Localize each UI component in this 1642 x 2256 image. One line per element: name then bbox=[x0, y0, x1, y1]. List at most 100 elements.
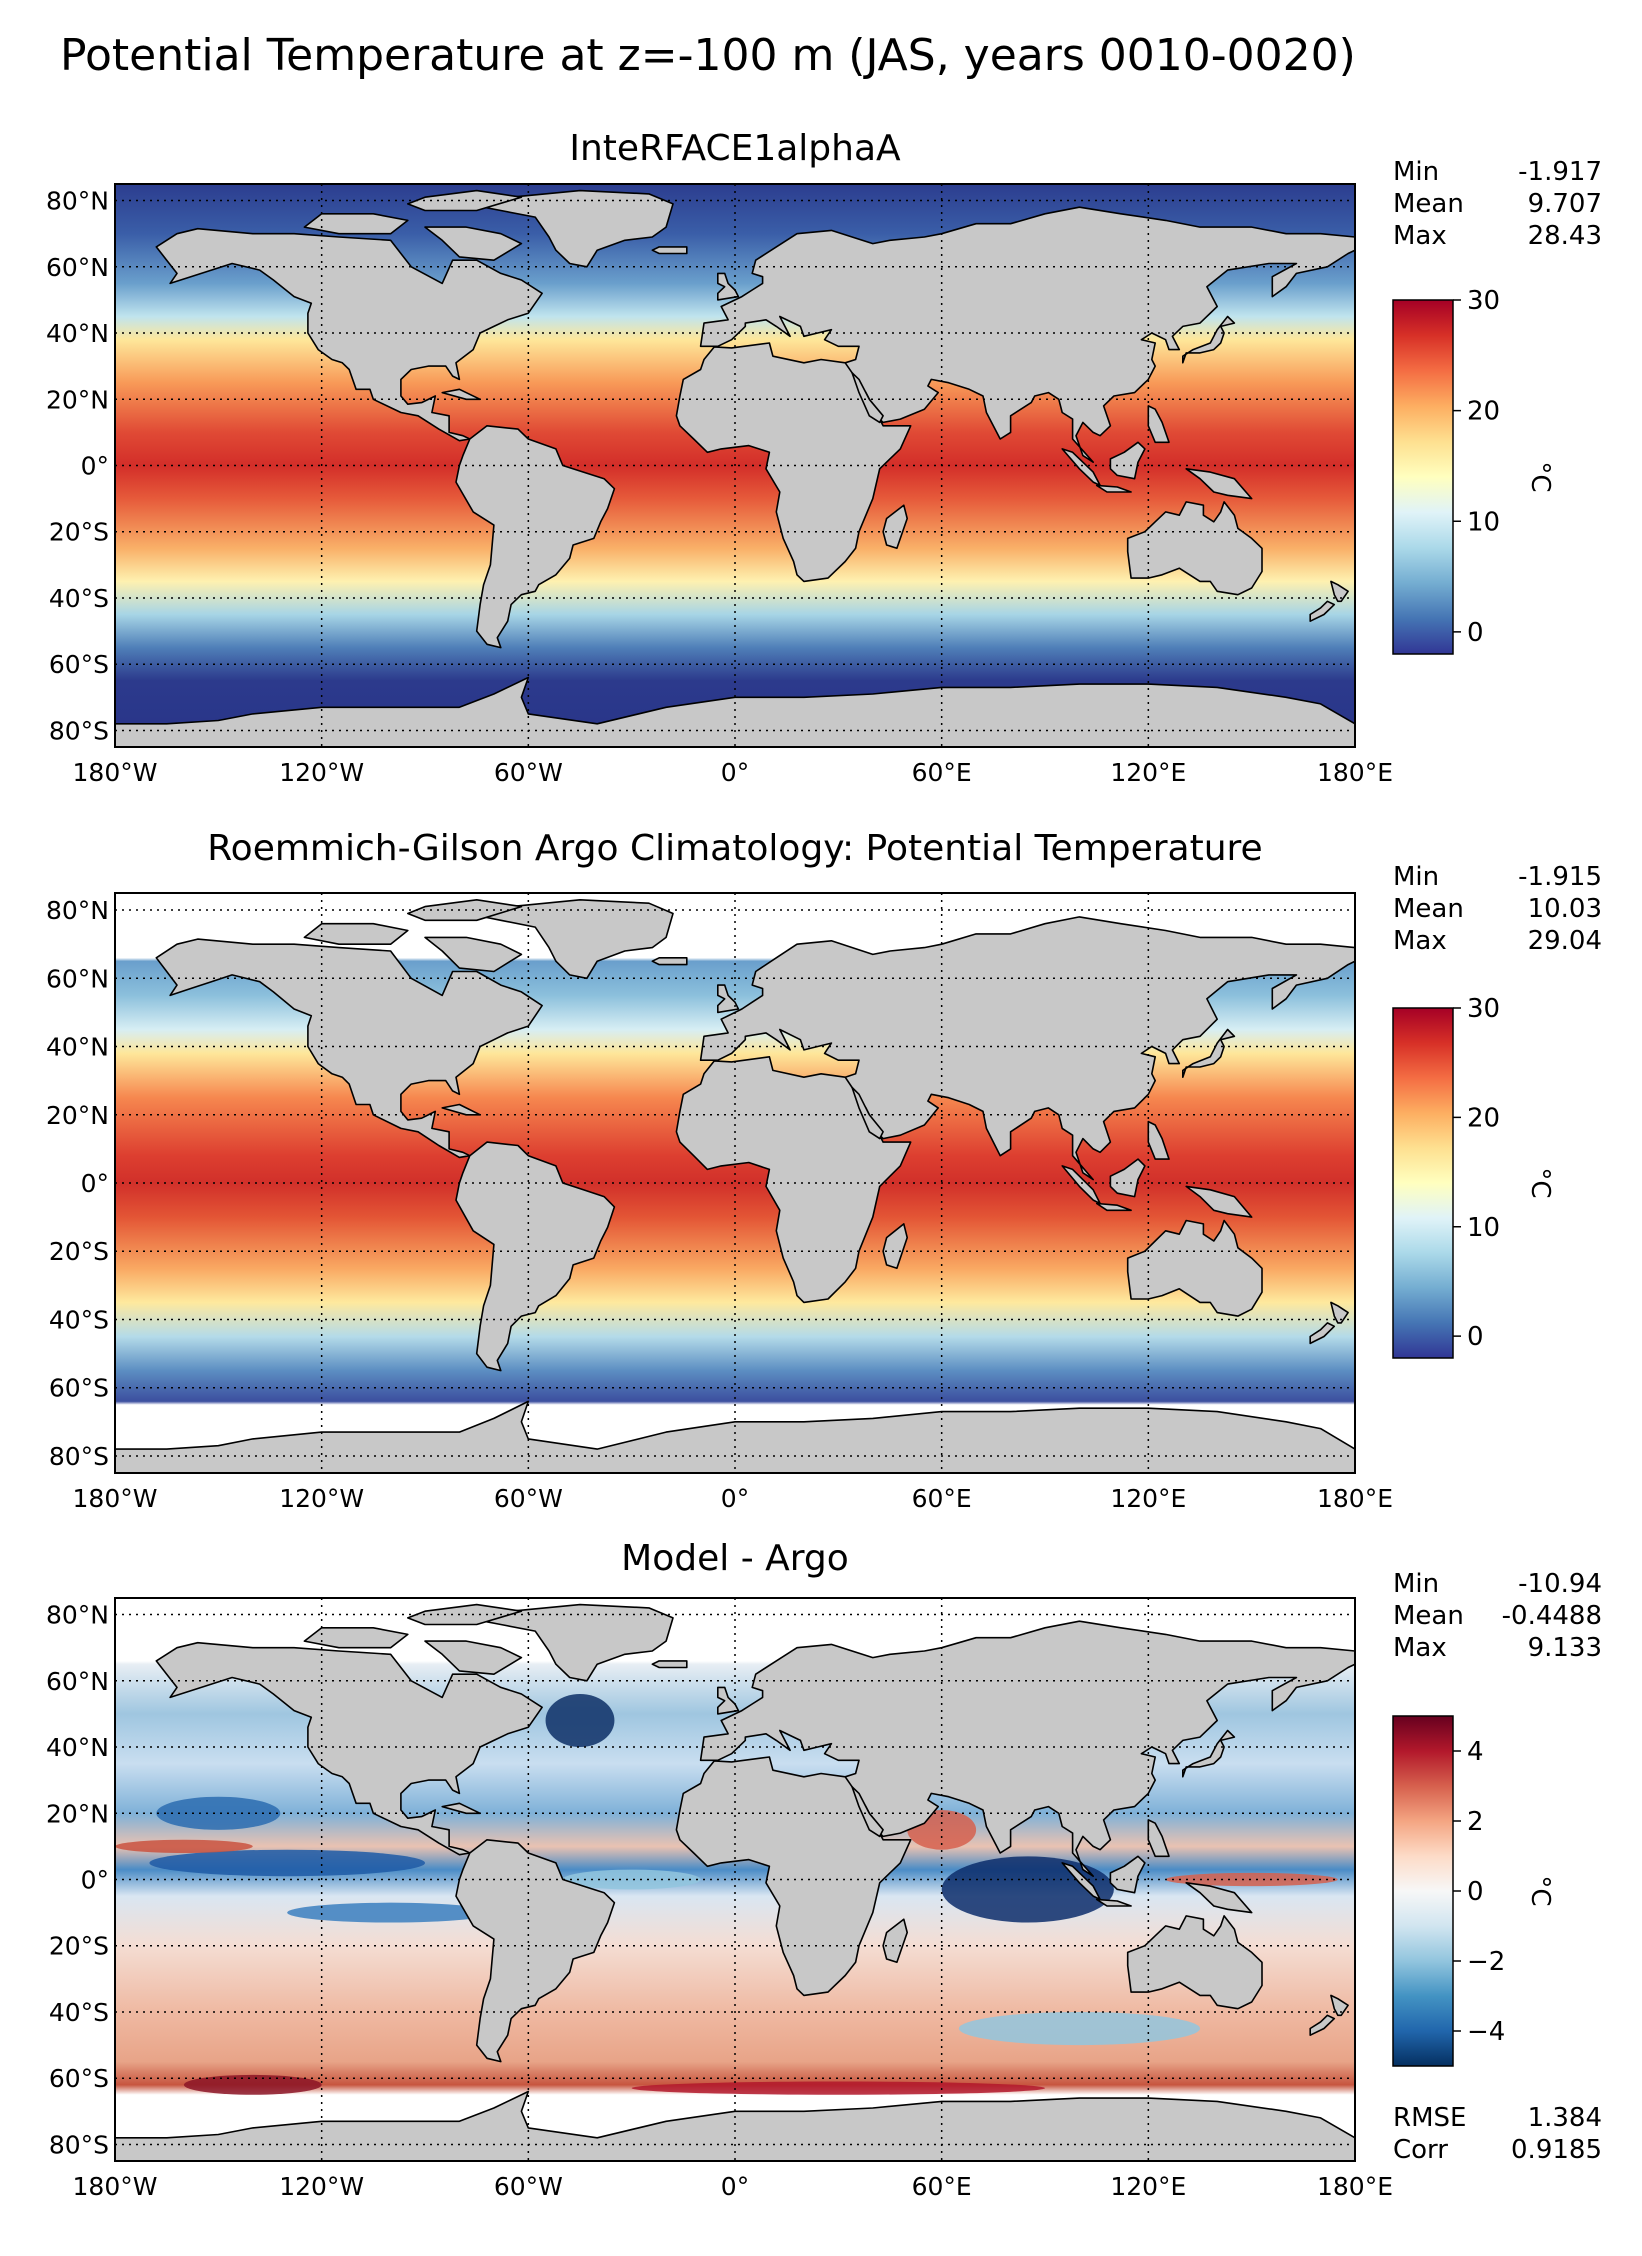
panel-title: Model - Argo bbox=[621, 1538, 849, 1579]
land-newZealandN bbox=[1330, 580, 1349, 603]
stat-label: Mean bbox=[1393, 1601, 1464, 1631]
land-madagascar bbox=[882, 1223, 909, 1270]
stat-label: Min bbox=[1393, 1569, 1439, 1599]
colorbar-tick-label: 30 bbox=[1467, 994, 1500, 1024]
land-britain bbox=[716, 984, 740, 1014]
land-baffin bbox=[424, 226, 523, 262]
x-tick-label: 0° bbox=[721, 2172, 749, 2201]
stat-label: RMSE bbox=[1393, 2103, 1466, 2133]
land-antarctica bbox=[115, 1400, 1355, 1473]
land-australia bbox=[1126, 501, 1263, 596]
map-frame bbox=[114, 183, 1356, 748]
y-tick-label: 20°S bbox=[49, 1932, 109, 1961]
colorbar-tick-label: 0 bbox=[1467, 1322, 1484, 1352]
stat-label: Min bbox=[1393, 862, 1439, 892]
colorbar-label: °C bbox=[1525, 1167, 1555, 1198]
stat-value: 0.9185 bbox=[1511, 2135, 1602, 2165]
land-northAmerica bbox=[155, 227, 543, 442]
anomaly-blob bbox=[156, 1796, 281, 1830]
gridlines bbox=[115, 184, 1355, 747]
stat-value: 10.03 bbox=[1528, 894, 1602, 924]
y-tick-label: 80°S bbox=[49, 716, 109, 745]
colorbar: 4 2 0 −2 −4 °C bbox=[1392, 1715, 1555, 2067]
land-greenland bbox=[482, 189, 674, 268]
land-newZealandN bbox=[1330, 1301, 1349, 1324]
colorbar: 30 20 10 0 °C bbox=[1392, 994, 1555, 1359]
stat-label: Corr bbox=[1393, 2135, 1448, 2165]
y-tick-label: 40°S bbox=[49, 1998, 109, 2027]
stat-value: 9.133 bbox=[1528, 1633, 1602, 1663]
anomaly-blob bbox=[287, 1902, 494, 1923]
x-tick-label: 120°E bbox=[1110, 2172, 1186, 2201]
colorbar-tick-label: 20 bbox=[1467, 397, 1500, 427]
y-tick-label: 20°N bbox=[46, 1799, 109, 1828]
land-southAmerica bbox=[455, 1141, 616, 1372]
panel-title: Roemmich-Gilson Argo Climatology: Potent… bbox=[207, 828, 1262, 869]
land-britain bbox=[716, 1686, 740, 1715]
land-borneo bbox=[1109, 441, 1146, 480]
y-tick-label: 60°S bbox=[49, 1374, 109, 1403]
colorbar-tick-label: 0 bbox=[1467, 618, 1484, 648]
y-tick-label: 20°S bbox=[49, 518, 109, 547]
land-madagascar bbox=[882, 504, 909, 550]
stat-label: Max bbox=[1393, 221, 1447, 251]
x-tick-label: 120°E bbox=[1110, 1484, 1186, 1513]
land-greenland bbox=[482, 1603, 674, 1682]
stat-value: 29.04 bbox=[1528, 926, 1602, 956]
land-arabiaGap bbox=[851, 1086, 884, 1140]
land-baffin bbox=[424, 1640, 523, 1675]
colorbar-tick-label: 10 bbox=[1467, 507, 1500, 537]
land-borneo bbox=[1109, 1855, 1146, 1894]
land-arcticIslands bbox=[303, 922, 409, 946]
colorbar-tick-label: 20 bbox=[1467, 1103, 1500, 1133]
figure-title: Potential Temperature at z=-100 m (JAS, … bbox=[60, 30, 1356, 81]
x-tick-label: 180°E bbox=[1317, 758, 1393, 787]
x-tick-label: 0° bbox=[721, 758, 749, 787]
anomaly-blob bbox=[545, 1694, 615, 1748]
x-tick-label: 120°W bbox=[279, 758, 364, 787]
y-tick-label: 40°S bbox=[49, 584, 109, 613]
land-philippines bbox=[1147, 405, 1170, 444]
panel-2: Roemmich-Gilson Argo Climatology: Potent… bbox=[46, 828, 1602, 1513]
stat-label: Mean bbox=[1393, 189, 1464, 219]
stat-label: Max bbox=[1393, 1633, 1447, 1663]
land-arabiaGap bbox=[851, 1786, 884, 1838]
stat-label: Min bbox=[1393, 157, 1439, 187]
land-madagascar bbox=[882, 1918, 909, 1964]
land-newZealandN bbox=[1330, 1994, 1349, 2017]
panel-title: InteRFACE1alphaA bbox=[569, 128, 901, 169]
x-tick-label: 60°W bbox=[494, 758, 563, 787]
panel-3: Model - Argo 180°W 120°W 60°W 0° 60°E 120°E 180… bbox=[46, 1538, 1602, 2201]
anomaly-blob bbox=[958, 2011, 1200, 2046]
panel-1: InteRFACE1alphaA 180°W 120°W 60°W 0° 60°E 120°… bbox=[46, 128, 1602, 787]
stat-value: 9.707 bbox=[1528, 189, 1602, 219]
x-tick-label: 180°W bbox=[73, 1484, 158, 1513]
land-arcticIslands bbox=[303, 1627, 409, 1649]
y-tick-label: 20°S bbox=[49, 1237, 109, 1266]
colorbar: 30 20 10 0 °C bbox=[1392, 286, 1555, 655]
anomaly-blob bbox=[631, 2081, 1045, 2095]
x-tick-label: 60°E bbox=[912, 2172, 972, 2201]
x-tick-label: 60°W bbox=[494, 2172, 563, 2201]
y-tick-label: 20°N bbox=[46, 1101, 109, 1130]
land-iceland bbox=[651, 246, 688, 255]
land-iceland bbox=[651, 1660, 688, 1669]
x-tick-label: 120°W bbox=[279, 2172, 364, 2201]
land-australia bbox=[1126, 1915, 1263, 2010]
y-tick-label: 0° bbox=[81, 1866, 109, 1895]
y-tick-label: 40°S bbox=[49, 1305, 109, 1334]
stat-value: -0.4488 bbox=[1502, 1601, 1602, 1631]
x-tick-label: 180°W bbox=[73, 2172, 158, 2201]
gridlines bbox=[115, 1598, 1355, 2161]
y-tick-label: 0° bbox=[81, 1169, 109, 1198]
land-britain bbox=[716, 272, 740, 301]
land-newGuinea bbox=[1185, 1185, 1253, 1218]
anomaly-blob bbox=[183, 2074, 322, 2095]
y-tick-label: 20°N bbox=[46, 385, 109, 414]
land-japan bbox=[1182, 1028, 1236, 1078]
y-tick-label: 60°N bbox=[46, 964, 109, 993]
land-newZealandS bbox=[1309, 2014, 1336, 2036]
colorbar-tick-label: 2 bbox=[1467, 1807, 1484, 1837]
y-tick-label: 60°S bbox=[49, 650, 109, 679]
